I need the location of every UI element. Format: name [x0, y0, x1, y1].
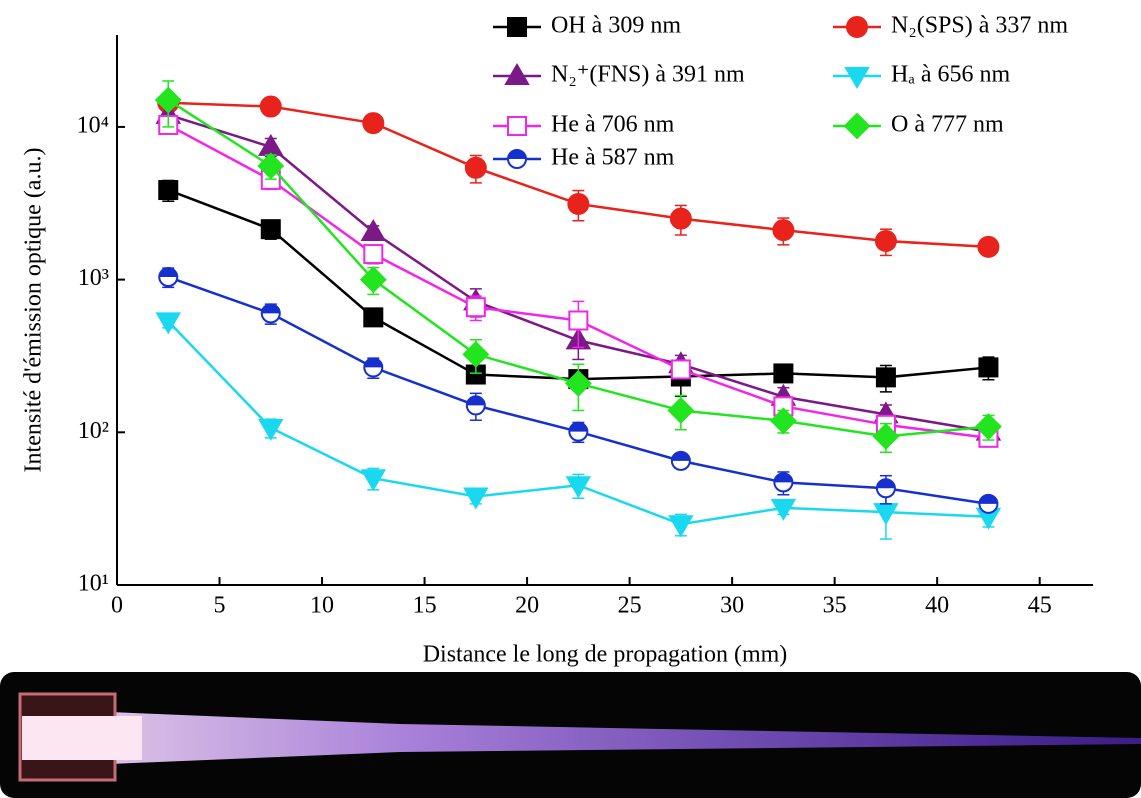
marker	[360, 469, 387, 492]
marker	[565, 476, 592, 499]
y-axis-label: Intensité d'émission optique (a.u.)	[21, 148, 47, 473]
marker	[978, 493, 999, 514]
legend-item: He à 706 nm	[493, 112, 675, 138]
legend-marker	[843, 112, 871, 140]
marker	[155, 312, 181, 335]
marker-half	[159, 268, 178, 278]
series	[157, 91, 1000, 258]
marker	[667, 397, 695, 424]
legend-label: He à 587 nm	[551, 145, 675, 171]
marker	[564, 370, 592, 397]
marker-half	[569, 422, 588, 432]
marker	[978, 357, 999, 378]
marker	[568, 310, 589, 331]
legend-item: N₂(SPS) à 337 nm	[833, 13, 1068, 39]
x-tick-label: 40	[925, 593, 949, 619]
marker	[875, 478, 896, 499]
marker	[363, 307, 384, 328]
legend-marker	[507, 17, 527, 37]
marker	[260, 303, 281, 324]
marker	[258, 418, 284, 441]
x-tick-label: 10	[310, 593, 334, 619]
legend-item: OH à 309 nm	[493, 13, 681, 39]
marker	[465, 297, 486, 318]
marker-half	[876, 479, 895, 489]
marker-half	[466, 396, 485, 406]
marker	[464, 156, 487, 179]
marker	[669, 207, 692, 230]
marker	[363, 244, 384, 265]
legend-label: Hₐ à 656 nm	[891, 62, 1011, 88]
legend-marker	[507, 116, 527, 136]
legend-marker	[504, 63, 530, 85]
marker-half	[774, 473, 793, 483]
legend-item: O à 777 nm	[833, 112, 1004, 140]
marker	[158, 267, 179, 288]
y-tick-label: 10²	[78, 418, 109, 444]
marker	[668, 515, 694, 538]
x-tick-label: 0	[111, 593, 123, 619]
legend-label: OH à 309 nm	[551, 13, 681, 39]
marker	[773, 363, 794, 384]
legend-item: Hₐ à 656 nm	[833, 62, 1011, 89]
x-tick-label: 30	[720, 593, 744, 619]
legend-label: N₂(SPS) à 337 nm	[891, 13, 1068, 39]
marker	[567, 192, 590, 215]
y-tick-label: 10³	[78, 265, 109, 291]
marker	[360, 219, 387, 242]
marker	[257, 152, 285, 180]
marker	[465, 395, 486, 416]
marker	[875, 367, 896, 388]
marker-half	[671, 451, 690, 461]
marker	[362, 112, 385, 135]
legend-label: N₂⁺(FNS) à 391 nm	[551, 62, 745, 88]
marker	[158, 180, 179, 201]
y-tick-label: 10⁴	[77, 112, 109, 138]
x-axis-label: Distance le long de propagation (mm)	[423, 642, 788, 668]
marker	[977, 235, 1000, 258]
marker	[773, 472, 794, 493]
marker	[975, 413, 1002, 441]
legend-label: He à 706 nm	[551, 112, 675, 138]
legend-label: O à 777 nm	[891, 112, 1004, 138]
series	[154, 80, 1002, 454]
x-tick-label: 45	[1028, 593, 1052, 619]
marker	[462, 340, 490, 368]
marker	[772, 219, 795, 242]
series	[158, 267, 999, 514]
plasma-photo	[0, 672, 1141, 798]
series	[155, 312, 1002, 540]
marker	[154, 86, 182, 114]
marker	[872, 422, 900, 450]
marker	[568, 421, 589, 442]
legend-marker	[846, 16, 868, 38]
legend-marker	[507, 149, 527, 169]
marker-half	[364, 358, 383, 368]
marker	[359, 266, 387, 294]
marker	[363, 357, 384, 378]
marker	[260, 219, 281, 240]
marker	[670, 450, 691, 471]
marker-half	[979, 494, 998, 504]
x-tick-label: 15	[413, 593, 437, 619]
legend-item: N₂⁺(FNS) à 391 nm	[493, 62, 745, 88]
y-tick-label: 10¹	[78, 571, 109, 597]
marker	[770, 498, 797, 521]
marker	[463, 487, 489, 510]
marker-half	[508, 150, 526, 159]
legend-item: He à 587 nm	[493, 145, 675, 171]
x-tick-label: 5	[214, 593, 226, 619]
marker	[670, 359, 691, 380]
marker	[259, 95, 282, 118]
marker	[769, 407, 797, 435]
legend-marker	[844, 67, 870, 89]
x-tick-label: 20	[515, 593, 539, 619]
marker	[874, 230, 897, 253]
marker-half	[261, 304, 280, 314]
x-tick-label: 25	[618, 593, 642, 619]
x-tick-label: 35	[823, 593, 847, 619]
